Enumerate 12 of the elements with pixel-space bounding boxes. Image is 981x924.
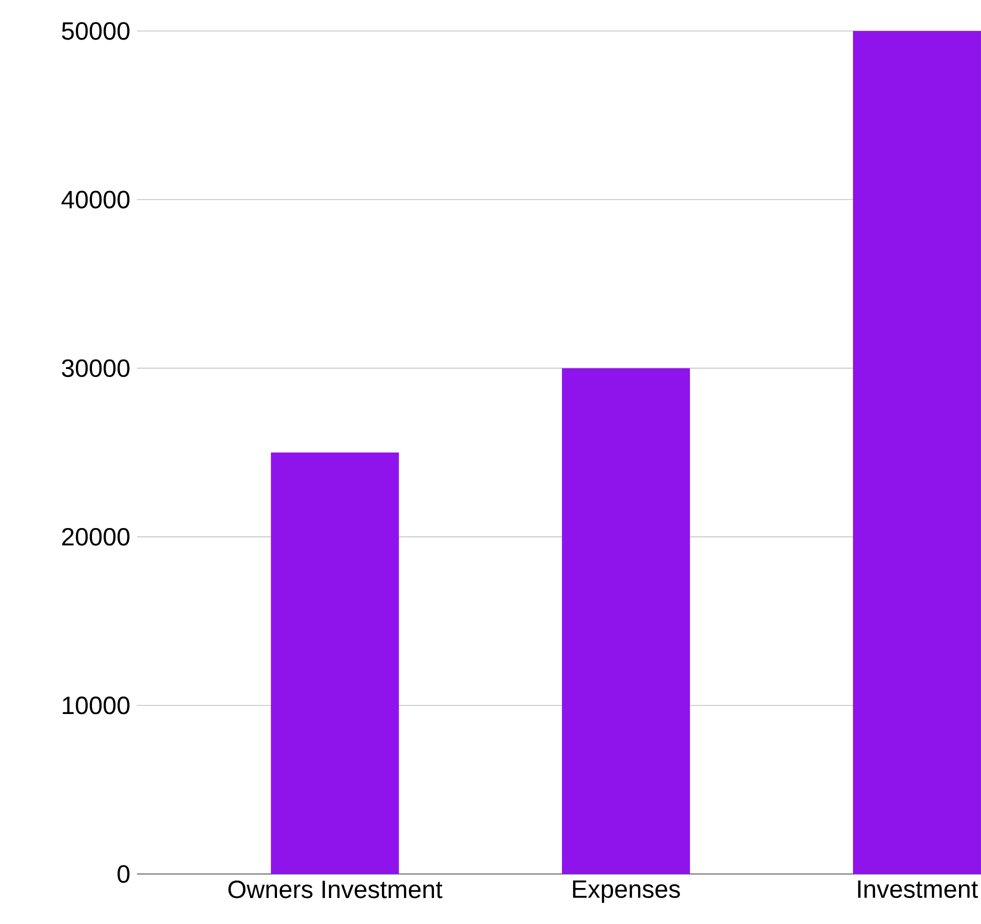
y-tick-label: 30000 bbox=[62, 359, 130, 378]
y-tick-label: 40000 bbox=[62, 190, 130, 208]
x-tick-label: Investment bbox=[858, 880, 978, 898]
y-tick-label: 10000 bbox=[62, 696, 130, 714]
x-tick-label: Owners Investment bbox=[228, 880, 442, 898]
x-tick-label: Expenses bbox=[573, 880, 680, 903]
y-tick-label: 20000 bbox=[62, 528, 130, 546]
y-tick-label: 0 bbox=[118, 865, 130, 883]
bar bbox=[852, 30, 981, 874]
y-tick-label: 50000 bbox=[62, 22, 130, 40]
bar bbox=[270, 452, 399, 874]
bar bbox=[562, 368, 690, 874]
